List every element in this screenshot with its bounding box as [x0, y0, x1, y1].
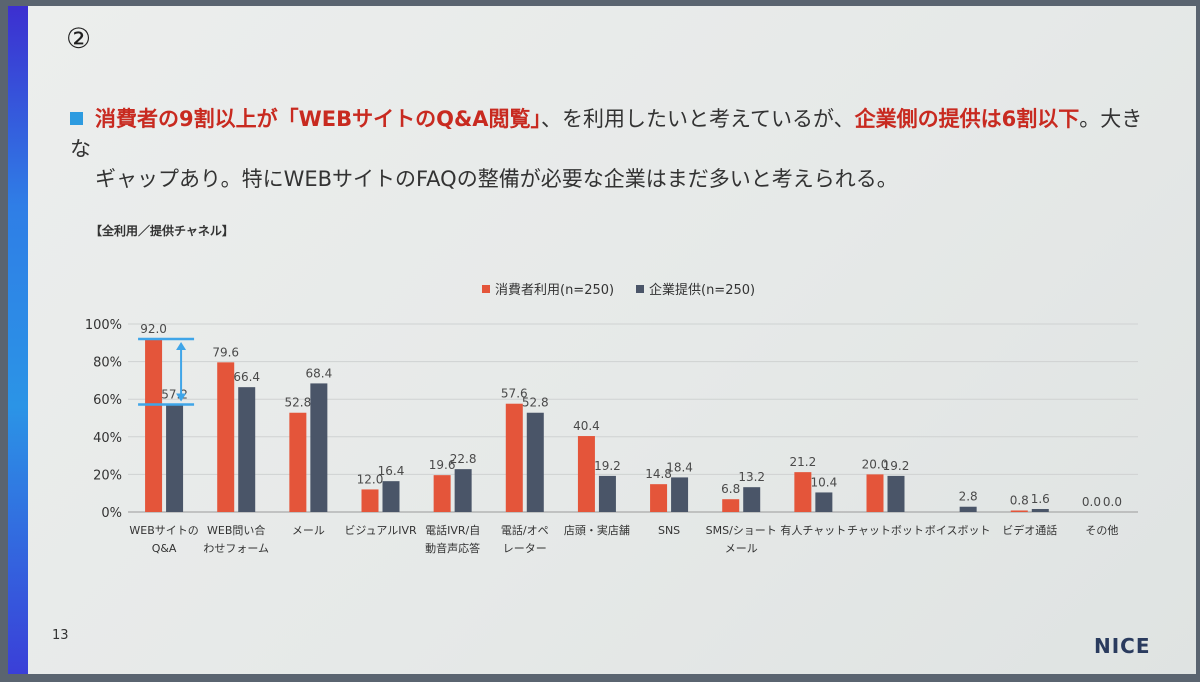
- data-label: 68.4: [305, 366, 332, 380]
- x-tick-label: 動音声応答: [425, 541, 480, 555]
- bar: [361, 489, 379, 512]
- bar: [887, 475, 905, 512]
- x-tick-label: 店頭・実店舗: [564, 523, 630, 537]
- data-label: 40.4: [573, 419, 600, 433]
- bar: [577, 436, 595, 512]
- data-label: 16.4: [378, 464, 405, 478]
- headline: 消費者の9割以上が「WEBサイトのQ&A閲覧」、を利用したいと考えているが、企業…: [70, 104, 1150, 194]
- data-label: 0.8: [1010, 493, 1029, 507]
- gap-arrow-head-up: [176, 342, 187, 351]
- x-tick-label: ボイスボット: [925, 524, 991, 537]
- data-label: 52.8: [522, 396, 549, 410]
- headline-highlight-company: 企業側の提供は6割以下: [854, 107, 1080, 131]
- gap-arrow-head-down: [176, 393, 187, 402]
- headline-highlight-consumer: 消費者の9割以上が「WEBサイトのQ&A閲覧」: [95, 107, 542, 131]
- bar-chart: 0% 20% 40% 60% 80% 100% 消費者利用(n=250) 企業提供(n=250…: [85, 282, 1138, 555]
- x-tick-label: メール: [292, 524, 325, 537]
- nice-logo: NICE: [1094, 634, 1151, 658]
- bar: [433, 475, 451, 512]
- x-tick-label: 電話/オペ: [501, 523, 549, 537]
- bar: [743, 487, 761, 512]
- data-label: 21.2: [789, 455, 816, 469]
- bar: [217, 362, 235, 512]
- data-label: 0.0: [1103, 495, 1122, 509]
- x-tick-label: チャットボット: [847, 524, 924, 537]
- legend-label: 企業提供(n=250): [649, 282, 755, 298]
- data-label: 57.6: [501, 387, 528, 401]
- data-label: 79.6: [212, 345, 239, 359]
- bar: [1010, 510, 1028, 512]
- legend-label: 消費者利用(n=250): [495, 283, 614, 298]
- data-label: 19.2: [594, 459, 621, 473]
- x-tick-label: WEBサイトの: [129, 524, 198, 537]
- y-tick-label: 40%: [93, 431, 122, 446]
- x-tick-label: その他: [1085, 524, 1118, 537]
- x-tick-label: WEB問い合: [207, 523, 265, 537]
- data-label: 13.2: [738, 470, 765, 484]
- legend-swatch: [482, 285, 490, 293]
- bar: [166, 404, 184, 512]
- bar: [1031, 508, 1049, 512]
- bar: [145, 339, 163, 512]
- data-label: 6.8: [721, 482, 740, 496]
- x-tick-label: SNS: [658, 524, 680, 537]
- bar: [310, 383, 328, 512]
- y-tick-label: 100%: [85, 318, 122, 333]
- data-label: 22.8: [450, 452, 477, 466]
- bar: [650, 484, 668, 512]
- chart-caption: 【全利用／提供チャネル】: [90, 224, 234, 238]
- bar: [526, 412, 544, 512]
- x-tick-label: ビジュアルIVR: [344, 524, 417, 537]
- x-tick-label: ビデオ通話: [1002, 523, 1057, 537]
- bullet-square-icon: [70, 112, 83, 125]
- data-label: 92.0: [140, 322, 167, 336]
- data-label: 14.8: [645, 467, 672, 481]
- bar: [289, 412, 307, 512]
- data-label: 2.8: [959, 490, 978, 504]
- x-tick-label: SMS/ショート: [706, 524, 777, 537]
- slide: ② 消費者の9割以上が「WEBサイトのQ&A閲覧」、を利用したいと考えているが、…: [8, 6, 1196, 674]
- bar: [382, 481, 400, 512]
- bar: [671, 477, 689, 512]
- data-label: 52.8: [284, 396, 311, 410]
- data-label: 66.4: [233, 370, 260, 384]
- data-label: 1.6: [1031, 492, 1050, 506]
- y-tick-label: 20%: [93, 468, 122, 483]
- bar: [959, 506, 977, 512]
- y-tick-label: 0%: [101, 506, 122, 521]
- headline-text-1: 、を利用したいと考えているが、: [541, 107, 855, 131]
- headline-text-2: 。大きな: [70, 107, 1143, 161]
- bar: [505, 403, 523, 512]
- x-tick-label: メール: [725, 542, 758, 555]
- data-label: 18.4: [666, 460, 693, 474]
- data-label: 10.4: [810, 475, 837, 489]
- data-label: 0.0: [1082, 495, 1101, 509]
- data-label: 19.6: [429, 458, 456, 472]
- bar: [866, 474, 884, 512]
- bar: [794, 472, 812, 512]
- slide-marker: ②: [66, 22, 92, 55]
- data-label: 20.0: [862, 457, 889, 471]
- x-tick-label: レーター: [503, 542, 547, 555]
- accent-bar: [8, 6, 28, 674]
- bar: [598, 475, 616, 512]
- y-tick-label: 60%: [93, 393, 122, 408]
- data-label: 19.2: [883, 459, 910, 473]
- y-tick-label: 80%: [93, 356, 122, 371]
- x-tick-label: 有人チャット: [780, 523, 846, 537]
- data-label: 12.0: [357, 472, 384, 486]
- x-tick-label: Q&A: [152, 542, 177, 555]
- bar: [815, 492, 833, 512]
- x-tick-label: わせフォーム: [203, 542, 269, 555]
- page-number: 13: [52, 628, 69, 643]
- legend-swatch: [636, 285, 644, 293]
- bar: [722, 499, 740, 512]
- headline-line-2: ギャップあり。特にWEBサイトのFAQの整備が必要な企業はまだ多いと考えられる。: [95, 167, 898, 191]
- bar: [238, 387, 256, 512]
- bar: [454, 469, 472, 512]
- x-tick-label: 電話IVR/自: [425, 523, 480, 537]
